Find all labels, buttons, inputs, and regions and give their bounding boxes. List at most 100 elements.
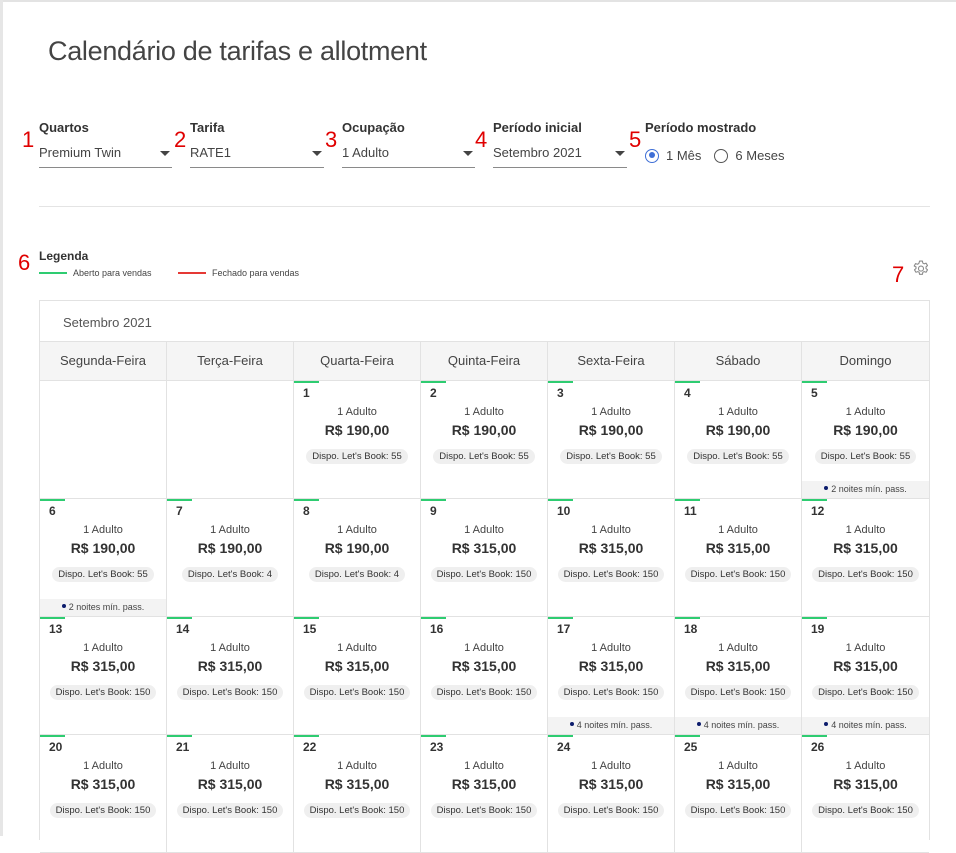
occupancy-select[interactable]: 1 Adulto bbox=[342, 141, 475, 168]
day-cell[interactable]: 18 1 Adulto R$ 315,00 Dispo. Let's Book: 15… bbox=[675, 617, 802, 734]
page-title: Calendário de tarifas e allotment bbox=[48, 36, 427, 66]
day-price: R$ 315,00 bbox=[324, 658, 390, 674]
day-cell[interactable]: 22 1 Adulto R$ 315,00 Dispo. Let's Book: 15… bbox=[294, 735, 421, 852]
weekday-header: Quarta-Feira bbox=[294, 342, 421, 380]
availability-badge: Dispo. Let's Book: 150 bbox=[303, 803, 411, 818]
day-price: R$ 190,00 bbox=[324, 422, 390, 438]
availability-badge: Dispo. Let's Book: 4 bbox=[181, 567, 279, 582]
day-price: R$ 315,00 bbox=[451, 540, 517, 556]
availability-badge: Dispo. Let's Book: 150 bbox=[49, 803, 157, 818]
day-occupancy: 1 Adulto bbox=[591, 642, 631, 654]
day-cell[interactable]: 11 1 Adulto R$ 315,00 Dispo. Let's Book: 15… bbox=[675, 499, 802, 616]
open-for-sale-indicator bbox=[40, 617, 65, 619]
day-cell[interactable]: 16 1 Adulto R$ 315,00 Dispo. Let's Book: 15… bbox=[421, 617, 548, 734]
day-cell[interactable]: 10 1 Adulto R$ 315,00 Dispo. Let's Book: 15… bbox=[548, 499, 675, 616]
min-stay-text: 4 noites mín. pass. bbox=[703, 720, 780, 730]
rate-select[interactable]: RATE1 bbox=[190, 141, 324, 168]
day-occupancy: 1 Adulto bbox=[337, 524, 377, 536]
day-cell[interactable]: 20 1 Adulto R$ 315,00 Dispo. Let's Book: 15… bbox=[40, 735, 167, 852]
day-cell[interactable]: 1 1 Adulto R$ 190,00 Dispo. Let's Book: 55 bbox=[294, 381, 421, 498]
day-cell[interactable]: 8 1 Adulto R$ 190,00 Dispo. Let's Book: 4 bbox=[294, 499, 421, 616]
day-cell[interactable]: 2 1 Adulto R$ 190,00 Dispo. Let's Book: 55 bbox=[421, 381, 548, 498]
day-price: R$ 190,00 bbox=[451, 422, 517, 438]
radio-1-month[interactable]: 1 Mês bbox=[645, 148, 701, 163]
day-price: R$ 315,00 bbox=[833, 658, 898, 674]
availability-badge: Dispo. Let's Book: 150 bbox=[557, 803, 665, 818]
open-for-sale-indicator bbox=[675, 735, 700, 737]
min-stay-text: 4 noites mín. pass. bbox=[576, 720, 653, 730]
calendar: Setembro 2021 Segunda-Feira Terça-Feira Qu… bbox=[39, 300, 930, 853]
day-number: 20 bbox=[49, 740, 63, 754]
gear-icon[interactable] bbox=[911, 259, 931, 279]
day-cell[interactable]: 5 1 Adulto R$ 190,00 Dispo. Let's Book: 55 2… bbox=[802, 381, 929, 498]
day-cell[interactable]: 6 1 Adulto R$ 190,00 Dispo. Let's Book: 55 2… bbox=[40, 499, 167, 616]
day-cell[interactable]: 7 1 Adulto R$ 190,00 Dispo. Let's Book: 4 bbox=[167, 499, 294, 616]
day-occupancy: 1 Adulto bbox=[83, 642, 123, 654]
day-cell[interactable]: 15 1 Adulto R$ 315,00 Dispo. Let's Book: 15… bbox=[294, 617, 421, 734]
radio-6-months[interactable]: 6 Meses bbox=[714, 148, 785, 163]
day-cell[interactable]: 14 1 Adulto R$ 315,00 Dispo. Let's Book: 15… bbox=[167, 617, 294, 734]
day-occupancy: 1 Adulto bbox=[464, 406, 504, 418]
day-occupancy: 1 Adulto bbox=[337, 642, 377, 654]
open-for-sale-indicator bbox=[294, 735, 319, 737]
day-price: R$ 315,00 bbox=[578, 776, 644, 792]
day-number: 9 bbox=[430, 504, 437, 518]
annotation-1: 1 bbox=[22, 127, 35, 152]
availability-badge: Dispo. Let's Book: 55 bbox=[306, 449, 408, 464]
availability-badge: Dispo. Let's Book: 150 bbox=[684, 685, 792, 700]
left-border bbox=[0, 0, 3, 836]
dot-icon bbox=[824, 721, 829, 726]
day-price: R$ 190,00 bbox=[324, 540, 390, 556]
open-for-sale-indicator bbox=[548, 499, 573, 501]
dot-icon bbox=[696, 721, 701, 726]
open-for-sale-indicator bbox=[294, 617, 319, 619]
day-occupancy: 1 Adulto bbox=[845, 760, 886, 772]
day-cell[interactable]: 26 1 Adulto R$ 315,00 Dispo. Let's Book: 15… bbox=[802, 735, 929, 852]
caret-down-icon bbox=[615, 151, 625, 156]
availability-wrap: Dispo. Let's Book: 150 bbox=[167, 800, 293, 818]
open-for-sale-indicator bbox=[40, 499, 65, 501]
start-period-select[interactable]: Setembro 2021 bbox=[493, 141, 627, 168]
availability-wrap: Dispo. Let's Book: 150 bbox=[675, 682, 801, 700]
open-for-sale-indicator bbox=[802, 499, 827, 501]
availability-badge: Dispo. Let's Book: 55 bbox=[433, 449, 535, 464]
day-cell[interactable]: 12 1 Adulto R$ 315,00 Dispo. Let's Book: 15… bbox=[802, 499, 929, 616]
rooms-label: Quartos bbox=[39, 120, 89, 135]
calendar-week-row: 20 1 Adulto R$ 315,00 Dispo. Let's Book: 15… bbox=[40, 735, 929, 853]
rooms-filter: Quartos Premium Twin bbox=[39, 120, 172, 168]
day-cell[interactable]: 17 1 Adulto R$ 315,00 Dispo. Let's Book: 15… bbox=[548, 617, 675, 734]
availability-badge: Dispo. Let's Book: 150 bbox=[684, 567, 792, 582]
day-cell[interactable]: 4 1 Adulto R$ 190,00 Dispo. Let's Book: 55 bbox=[675, 381, 802, 498]
open-for-sale-indicator bbox=[421, 381, 446, 383]
availability-wrap: Dispo. Let's Book: 150 bbox=[802, 800, 929, 818]
day-number: 10 bbox=[557, 504, 571, 518]
day-number: 17 bbox=[557, 622, 571, 636]
availability-wrap: Dispo. Let's Book: 4 bbox=[167, 564, 293, 582]
day-cell[interactable]: 19 1 Adulto R$ 315,00 Dispo. Let's Book: 15… bbox=[802, 617, 929, 734]
rooms-select[interactable]: Premium Twin bbox=[39, 141, 172, 168]
radio-selected-icon bbox=[645, 148, 659, 163]
day-occupancy: 1 Adulto bbox=[337, 760, 377, 772]
day-cell[interactable]: 9 1 Adulto R$ 315,00 Dispo. Let's Book: 150 bbox=[421, 499, 548, 616]
day-number: 2 bbox=[430, 386, 437, 400]
top-border bbox=[0, 0, 956, 2]
day-cell[interactable]: 13 1 Adulto R$ 315,00 Dispo. Let's Book: 15… bbox=[40, 617, 167, 734]
min-stay-text: 4 noites mín. pass. bbox=[831, 720, 907, 730]
dot-icon bbox=[61, 603, 66, 608]
day-price: R$ 315,00 bbox=[70, 776, 136, 792]
min-stay-text: 2 noites mín. pass. bbox=[831, 484, 907, 494]
open-for-sale-indicator bbox=[675, 499, 700, 501]
day-price: R$ 315,00 bbox=[705, 658, 771, 674]
day-cell[interactable]: 25 1 Adulto R$ 315,00 Dispo. Let's Book: 15… bbox=[675, 735, 802, 852]
day-occupancy: 1 Adulto bbox=[591, 406, 631, 418]
day-cell[interactable]: 24 1 Adulto R$ 315,00 Dispo. Let's Book: 15… bbox=[548, 735, 675, 852]
day-cell[interactable]: 23 1 Adulto R$ 315,00 Dispo. Let's Book: 15… bbox=[421, 735, 548, 852]
day-cell[interactable]: 21 1 Adulto R$ 315,00 Dispo. Let's Book: 15… bbox=[167, 735, 294, 852]
day-price: R$ 315,00 bbox=[197, 776, 263, 792]
availability-wrap: Dispo. Let's Book: 150 bbox=[548, 564, 674, 582]
day-price: R$ 315,00 bbox=[70, 658, 136, 674]
annotation-2: 2 bbox=[174, 127, 187, 152]
availability-badge: Dispo. Let's Book: 150 bbox=[812, 685, 919, 700]
day-cell[interactable]: 3 1 Adulto R$ 190,00 Dispo. Let's Book: 55 bbox=[548, 381, 675, 498]
